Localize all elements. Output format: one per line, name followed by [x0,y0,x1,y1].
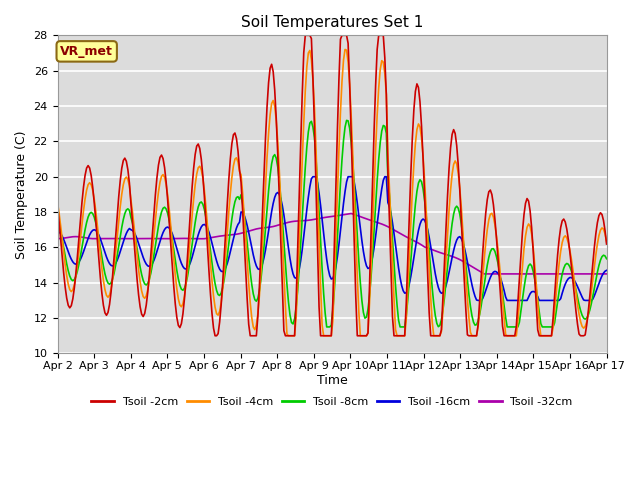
Line: Tsoil -2cm: Tsoil -2cm [58,36,607,336]
Tsoil -2cm [237,180,245,185]
Tsoil -16cm [309,174,317,180]
Tsoil -4cm [236,168,243,174]
Tsoil -4cm [603,239,611,244]
Title: Soil Temperatures Set 1: Soil Temperatures Set 1 [241,15,423,30]
Tsoil -2cm [603,241,611,247]
Tsoil -8cm [54,217,61,223]
Tsoil -16cm [236,219,243,225]
Line: Tsoil -4cm: Tsoil -4cm [58,49,607,336]
Tsoil -32cm [603,271,611,277]
Tsoil -2cm [219,280,227,286]
Tsoil -16cm [54,228,61,234]
Tsoil -16cm [218,268,225,274]
X-axis label: Time: Time [317,374,348,387]
Tsoil -8cm [245,255,253,261]
Tsoil -2cm [575,331,583,337]
Tsoil -32cm [482,271,490,277]
Tsoil -4cm [285,333,292,339]
Tsoil -8cm [323,324,330,330]
Tsoil -8cm [218,290,225,296]
Tsoil -4cm [245,280,253,286]
Tsoil -16cm [575,287,583,293]
Tsoil -2cm [54,202,61,208]
Tsoil -16cm [474,298,482,303]
Tsoil -8cm [236,196,243,202]
Tsoil -8cm [343,118,351,123]
Tsoil -4cm [54,200,61,205]
Y-axis label: Soil Temperature (C): Soil Temperature (C) [15,130,28,259]
Legend: Tsoil -2cm, Tsoil -4cm, Tsoil -8cm, Tsoil -16cm, Tsoil -32cm: Tsoil -2cm, Tsoil -4cm, Tsoil -8cm, Tsoi… [87,393,577,411]
Tsoil -4cm [575,311,583,317]
Tsoil -8cm [603,256,611,262]
Tsoil -4cm [295,241,303,247]
Tsoil -2cm [121,155,129,161]
Tsoil -2cm [301,33,309,38]
Tsoil -2cm [295,194,303,200]
Tsoil -32cm [245,228,253,234]
Tsoil -2cm [211,333,219,339]
Tsoil -32cm [575,271,583,277]
Tsoil -2cm [246,333,254,339]
Tsoil -16cm [245,229,253,235]
Tsoil -4cm [121,176,129,182]
Tsoil -4cm [218,300,225,305]
Tsoil -16cm [121,234,129,240]
Tsoil -16cm [603,267,611,273]
Tsoil -8cm [121,211,129,216]
Tsoil -32cm [236,231,243,237]
Line: Tsoil -16cm: Tsoil -16cm [58,177,607,300]
Tsoil -32cm [348,211,355,216]
Tsoil -32cm [121,236,129,241]
Tsoil -8cm [575,301,583,307]
Tsoil -16cm [294,273,301,278]
Line: Tsoil -32cm: Tsoil -32cm [58,214,607,274]
Text: VR_met: VR_met [60,45,113,58]
Tsoil -32cm [218,233,225,239]
Tsoil -32cm [54,236,61,241]
Tsoil -4cm [341,47,349,52]
Tsoil -32cm [294,218,301,224]
Line: Tsoil -8cm: Tsoil -8cm [58,120,607,327]
Tsoil -8cm [294,288,301,294]
